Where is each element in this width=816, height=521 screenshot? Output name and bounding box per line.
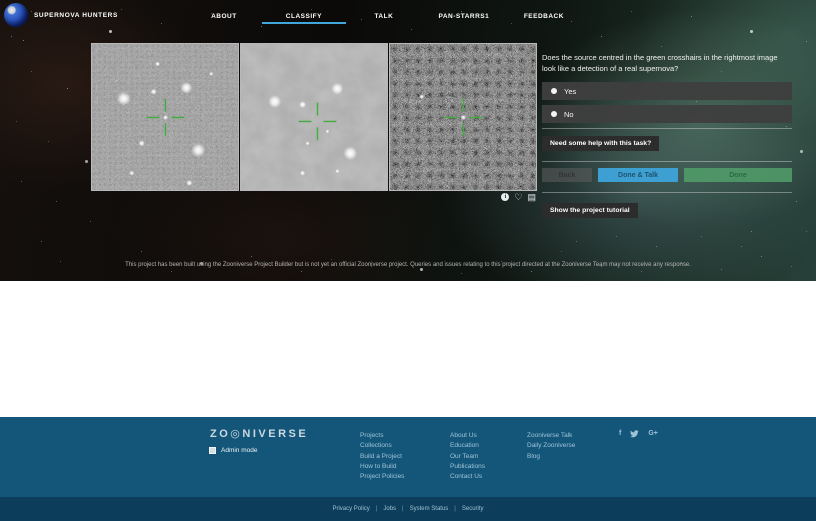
legal-link-privacy-policy[interactable]: Privacy Policy bbox=[332, 506, 370, 512]
footer-link-blog[interactable]: Blog bbox=[527, 452, 541, 460]
content-spacer bbox=[0, 281, 816, 417]
zooniverse-footer: ZO◎NIVERSE Admin mode Projects Collectio… bbox=[0, 417, 816, 497]
admin-checkbox-icon[interactable] bbox=[209, 447, 216, 454]
answer-no-button[interactable]: No bbox=[542, 105, 792, 123]
footer-link-build-a-project[interactable]: Build a Project bbox=[360, 452, 402, 460]
separator: | bbox=[454, 506, 456, 512]
subject-template-image[interactable] bbox=[91, 43, 239, 191]
task-question: Does the source centred in the green cro… bbox=[542, 53, 778, 73]
footer-link-our-team[interactable]: Our Team bbox=[450, 452, 479, 460]
nav-item-talk[interactable]: TALK bbox=[374, 12, 394, 20]
done-button[interactable]: Done bbox=[684, 168, 792, 182]
admin-label: Admin mode bbox=[221, 447, 258, 454]
legal-link-security[interactable]: Security bbox=[461, 506, 484, 512]
nav-item-pan-starrs1[interactable]: PAN-STARRS1 bbox=[438, 12, 490, 20]
subject-image-strip bbox=[91, 43, 537, 191]
zooniverse-wordmark[interactable]: ZO◎NIVERSE bbox=[210, 428, 309, 440]
footer-link-how-to-build[interactable]: How to Build bbox=[360, 462, 397, 470]
crosshair bbox=[298, 102, 337, 141]
top-navbar: SUPERNOVA HUNTERS ABOUT CLASSIFY TALK PA… bbox=[0, 0, 816, 30]
footer-link-project-policies[interactable]: Project Policies bbox=[360, 473, 405, 481]
footer-column-community: Zooniverse Talk Daily Zooniverse Blog bbox=[527, 431, 575, 462]
footer-link-education[interactable]: Education bbox=[450, 442, 479, 450]
footer-column-about: About Us Education Our Team Publications… bbox=[450, 431, 485, 482]
crosshair bbox=[444, 98, 483, 137]
social-icons: f G+ bbox=[619, 430, 658, 438]
task-buttons-row: Back Done & Talk Done bbox=[542, 168, 792, 182]
divider bbox=[542, 192, 792, 193]
legal-link-jobs[interactable]: Jobs bbox=[383, 506, 397, 512]
classification-task-panel: Does the source centred in the green cro… bbox=[542, 52, 792, 218]
answer-yes-button[interactable]: Yes bbox=[542, 82, 792, 100]
subject-toolbar: i ♡ ▤ bbox=[498, 191, 536, 203]
twitter-icon[interactable] bbox=[630, 430, 639, 438]
divider bbox=[542, 128, 792, 129]
zooniverse-o-icon: ◎ bbox=[230, 428, 243, 440]
back-button[interactable]: Back bbox=[542, 168, 592, 182]
footer-link-projects[interactable]: Projects bbox=[360, 432, 384, 439]
separator: | bbox=[375, 506, 378, 512]
subject-reference-image[interactable] bbox=[240, 43, 388, 191]
show-tutorial-button[interactable]: Show the project tutorial bbox=[542, 203, 638, 218]
admin-mode-toggle[interactable]: Admin mode bbox=[209, 447, 258, 454]
legal-link-system-status[interactable]: System Status bbox=[409, 506, 449, 512]
subject-difference-image[interactable] bbox=[389, 43, 537, 191]
starfield-hero: SUPERNOVA HUNTERS ABOUT CLASSIFY TALK PA… bbox=[0, 0, 816, 281]
divider bbox=[542, 161, 792, 162]
crosshair bbox=[146, 98, 185, 137]
project-disclaimer: This project has been built using the Zo… bbox=[125, 262, 691, 268]
footer-link-collections[interactable]: Collections bbox=[360, 442, 392, 450]
help-button[interactable]: Need some help with this task? bbox=[542, 136, 660, 151]
info-icon[interactable]: i bbox=[501, 193, 510, 201]
nav-item-classify[interactable]: CLASSIFY bbox=[261, 3, 346, 28]
nav-item-about[interactable]: ABOUT bbox=[211, 12, 237, 20]
nav-items: ABOUT CLASSIFY TALK PAN-STARRS1 FEEDBACK bbox=[184, 3, 584, 28]
nav-item-feedback[interactable]: FEEDBACK bbox=[523, 12, 564, 20]
metadata-icon[interactable]: ▤ bbox=[527, 191, 536, 202]
footer-column-projects: Projects Collections Build a Project How… bbox=[360, 431, 404, 482]
footer-bottom-bar: Privacy Policy | Jobs | System Status | … bbox=[0, 497, 816, 521]
footer-link-daily-zooniverse[interactable]: Daily Zooniverse bbox=[527, 442, 576, 450]
favorite-heart-icon[interactable]: ♡ bbox=[514, 191, 523, 202]
project-logo-icon[interactable] bbox=[4, 3, 28, 27]
radio-icon bbox=[551, 111, 557, 117]
footer-link-publications[interactable]: Publications bbox=[450, 462, 486, 470]
project-brand[interactable]: SUPERNOVA HUNTERS bbox=[34, 11, 118, 19]
separator: | bbox=[402, 506, 404, 512]
legal-links: Privacy Policy | Jobs | System Status | … bbox=[332, 506, 483, 512]
footer-link-about-us[interactable]: About Us bbox=[450, 432, 477, 439]
facebook-icon[interactable]: f bbox=[619, 430, 622, 437]
footer-link-contact-us[interactable]: Contact Us bbox=[450, 473, 483, 481]
googleplus-icon[interactable]: G+ bbox=[648, 430, 658, 437]
done-and-talk-button[interactable]: Done & Talk bbox=[598, 168, 678, 182]
radio-icon bbox=[551, 88, 557, 94]
footer-link-zooniverse-talk[interactable]: Zooniverse Talk bbox=[527, 432, 573, 439]
